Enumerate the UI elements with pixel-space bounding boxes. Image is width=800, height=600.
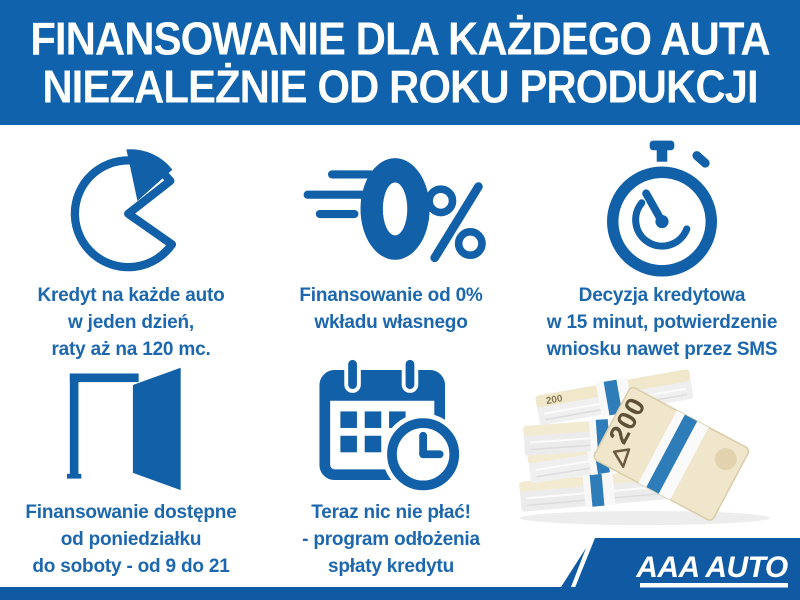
feature-caption: Kredyt na każde auto w jeden dzień, raty… — [37, 285, 225, 360]
feature-caption: Decyzja kredytowa w 15 minut, potwierdze… — [546, 285, 778, 360]
banknote-value: 200 — [545, 393, 564, 407]
feature-caption: Finansowanie dostępne od poniedziałku do… — [25, 502, 237, 577]
banner: FINANSOWANIE DLA KAŻDEGO AUTA NIEZALEŻNI… — [0, 0, 800, 125]
pie-chart-icon — [0, 140, 262, 282]
feature-caption: Finansowanie od 0% wkładu własnego — [299, 285, 483, 333]
feature-cell-decision: Decyzja kredytowa w 15 minut, potwierdze… — [524, 140, 800, 363]
feature-caption: Teraz nic nie płać! - program odłożenia … — [302, 502, 480, 577]
aaa-auto-logo: AAA AUTO — [561, 538, 800, 600]
feature-cell-hours: Finansowanie dostępne od poniedziałku do… — [0, 354, 262, 580]
feature-cell-deferral: Teraz nic nie płać! - program odłożenia … — [258, 354, 524, 580]
feature-cell-credit: Kredyt na każde auto w jeden dzień, raty… — [0, 140, 262, 363]
logo-underline — [640, 583, 788, 588]
feature-cell-zero-percent: Finansowanie od 0% wkładu własnego — [258, 140, 524, 336]
logo-text: AAA AUTO — [635, 551, 788, 584]
open-door-icon — [0, 354, 262, 499]
zero-percent-icon — [258, 140, 524, 282]
banner-title-line1: FINANSOWANIE DLA KAŻDEGO AUTA — [30, 12, 770, 64]
money-stacks-image: 200 200 — [505, 360, 795, 526]
stopwatch-icon — [524, 140, 800, 282]
banner-title-line2: NIEZALEŻNIE OD ROKU PRODUKCJI — [42, 60, 758, 112]
calendar-clock-icon — [258, 354, 524, 499]
logo-slash-triangle — [561, 548, 586, 587]
